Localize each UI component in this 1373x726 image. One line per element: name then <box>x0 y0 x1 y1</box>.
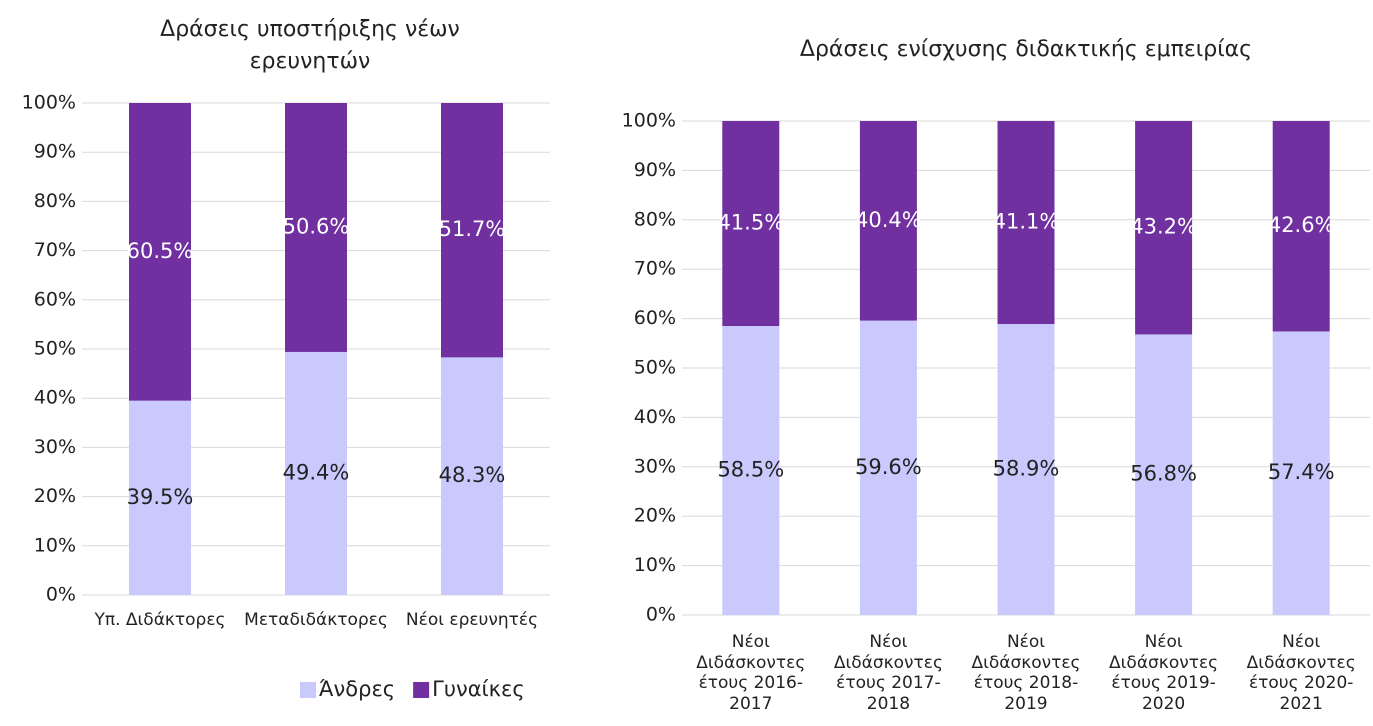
y-tick-label: 0% <box>46 584 76 606</box>
y-tick-label: 60% <box>634 307 676 329</box>
legend-swatch <box>300 682 316 698</box>
legend-swatch <box>413 682 430 698</box>
y-tick-label: 10% <box>34 534 76 556</box>
bar-segment <box>997 324 1055 615</box>
y-tick-label: 30% <box>634 455 676 477</box>
bar-segment <box>859 121 917 321</box>
y-tick-label: 40% <box>634 406 676 428</box>
chart-title: Δράσεις ενίσχυσης διδακτικής εμπειρίας <box>799 37 1253 62</box>
x-tick-label: Νέοι Διδάσκοντες έτους 2019-2020 <box>1109 632 1219 715</box>
bar-segment <box>1135 121 1193 335</box>
bar-segment <box>859 320 917 615</box>
data-label: 57.4% <box>1268 460 1335 484</box>
bar-segment <box>722 326 780 615</box>
y-tick-label: 90% <box>34 141 76 163</box>
bar-segment <box>285 103 347 352</box>
y-tick-label: 10% <box>634 554 676 576</box>
y-tick-label: 20% <box>634 505 676 527</box>
y-tick-label: 20% <box>34 485 76 507</box>
x-tick-label: Νέοι Διδάσκοντες έτους 2020-2021 <box>1246 632 1356 715</box>
y-tick-label: 100% <box>622 110 676 132</box>
x-tick-label: Νέοι Διδάσκοντες έτους 2017-2018 <box>833 632 943 715</box>
y-tick-label: 50% <box>34 338 76 360</box>
data-label: 41.1% <box>993 210 1060 234</box>
x-tick-label: Νέοι Διδάσκοντες έτους 2016-2017 <box>696 632 806 715</box>
data-label: 43.2% <box>1130 215 1197 239</box>
data-label: 39.5% <box>127 485 194 509</box>
x-tick-label: Νέοι Διδάσκοντες έτους 2018-2019 <box>971 632 1081 715</box>
bar-segment <box>441 103 503 358</box>
y-tick-label: 0% <box>646 604 676 626</box>
bar-segment <box>997 121 1055 325</box>
y-tick-label: 100% <box>22 92 76 114</box>
data-label: 42.6% <box>1268 213 1335 237</box>
data-label: 49.4% <box>283 460 350 484</box>
y-tick-label: 40% <box>34 387 76 409</box>
x-tick-label: Νέοι ερευνητές <box>405 610 539 630</box>
y-tick-label: 60% <box>34 288 76 310</box>
legend-label: Άνδρες <box>319 677 395 701</box>
bar-segment <box>722 121 780 327</box>
bar-segment <box>441 357 503 595</box>
bar-segment <box>285 351 347 595</box>
bar-segment <box>129 103 191 401</box>
data-label: 40.4% <box>855 208 922 232</box>
data-label: 59.6% <box>855 455 922 479</box>
data-label: 58.5% <box>717 458 784 482</box>
y-tick-label: 50% <box>634 357 676 379</box>
legend-label: Γυναίκες <box>432 677 525 701</box>
y-tick-label: 90% <box>634 159 676 181</box>
bar-segment <box>129 400 191 595</box>
x-tick-label: Υπ. Διδάκτορες <box>94 610 226 630</box>
data-label: 41.5% <box>717 211 784 235</box>
bar-segment <box>1135 334 1193 615</box>
bar-segment <box>1272 121 1330 332</box>
y-tick-label: 30% <box>34 436 76 458</box>
bar-segment <box>1272 331 1330 615</box>
y-tick-label: 80% <box>34 190 76 212</box>
data-label: 51.7% <box>439 217 506 241</box>
data-label: 56.8% <box>1130 462 1197 486</box>
data-label: 58.9% <box>993 457 1060 481</box>
data-label: 60.5% <box>127 239 194 263</box>
x-tick-label: Μεταδιδάκτορες <box>244 610 388 630</box>
chart-title: Δράσεις υποστήριξης νέων ερευνητών <box>160 17 460 74</box>
data-label: 48.3% <box>439 463 506 487</box>
data-label: 50.6% <box>283 214 350 238</box>
y-tick-label: 70% <box>634 258 676 280</box>
y-tick-label: 70% <box>34 239 76 261</box>
y-tick-label: 80% <box>634 208 676 230</box>
